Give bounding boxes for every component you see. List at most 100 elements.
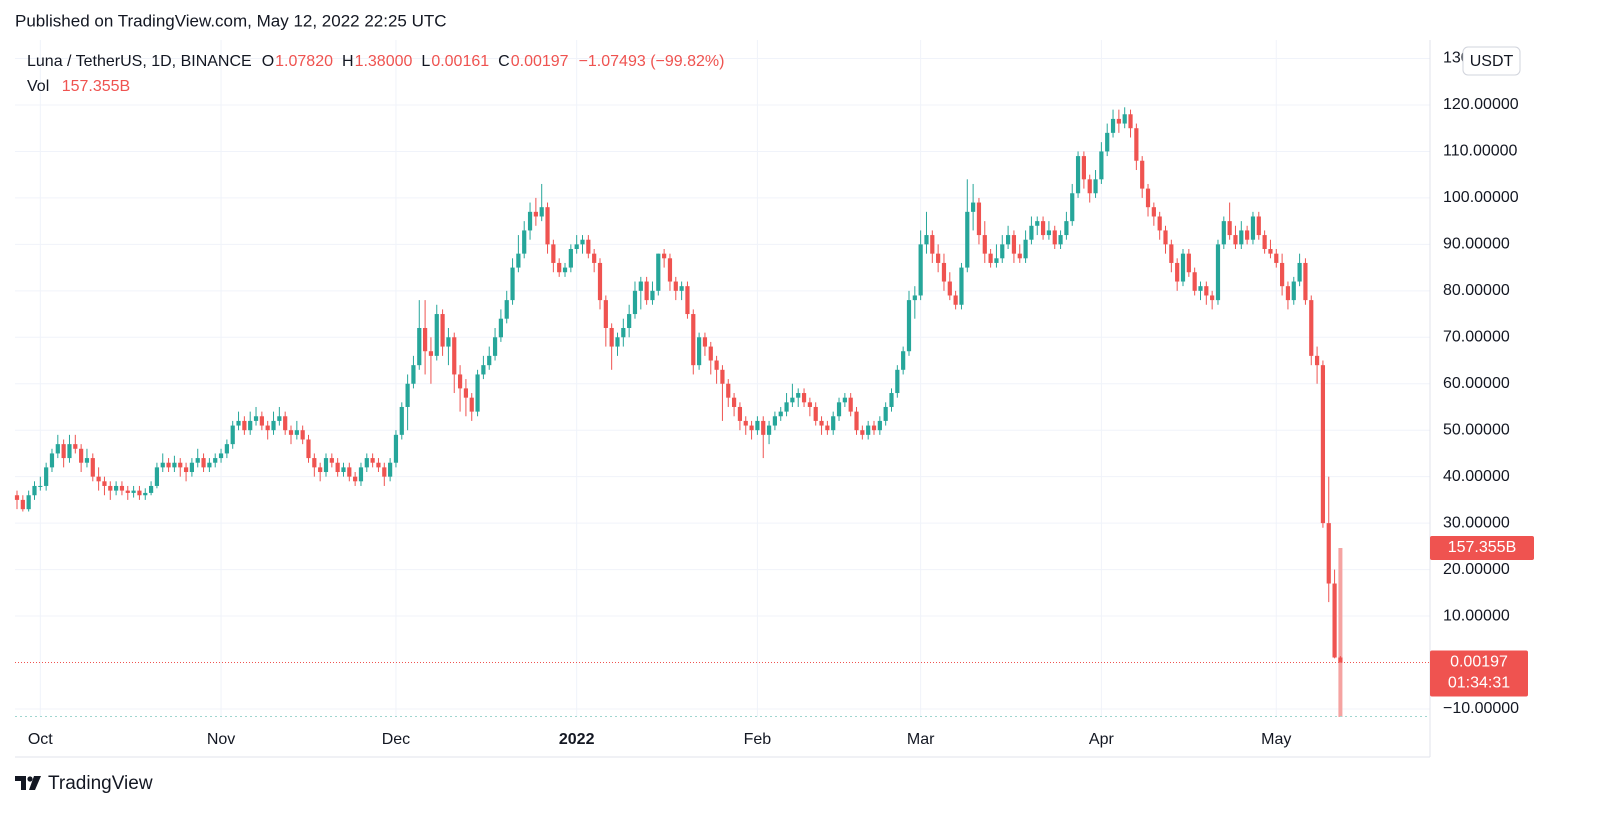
candle-body <box>399 406 404 435</box>
candle-body <box>1274 253 1279 263</box>
candle-body <box>650 290 655 301</box>
volume-badge <box>1430 536 1534 561</box>
volume-badge-value: 157.355B <box>1448 539 1517 556</box>
candle-body <box>691 314 696 366</box>
y-tick-label: 60.00000 <box>1443 375 1510 392</box>
candle-body <box>1105 132 1110 152</box>
candle-body <box>1262 235 1267 250</box>
candle-body <box>102 481 107 486</box>
candle-body <box>580 239 585 245</box>
candle-body <box>621 327 626 338</box>
candle-body <box>1070 193 1075 222</box>
candle-body <box>143 492 148 496</box>
candle-body <box>131 490 136 493</box>
candle-body <box>393 434 399 463</box>
candle-body <box>766 425 772 435</box>
candle-body <box>20 499 25 510</box>
candle-body <box>761 420 766 435</box>
candle-body <box>108 485 113 491</box>
candle-body <box>382 467 387 477</box>
candle-body <box>1029 225 1034 240</box>
candle-body <box>160 462 165 468</box>
candle-body <box>1285 286 1291 301</box>
candle-body <box>329 458 334 463</box>
candle-body <box>283 416 288 431</box>
candle-body <box>1110 118 1116 133</box>
candle-body <box>1186 253 1191 273</box>
candle-body <box>1128 114 1133 129</box>
candle-body <box>1291 281 1296 301</box>
candle-body <box>411 365 416 384</box>
candle-body <box>201 458 206 468</box>
candle-body <box>195 458 200 463</box>
candle-body <box>498 318 503 338</box>
candle-body <box>405 383 410 407</box>
candle-body <box>895 369 900 394</box>
candle-body <box>848 397 853 412</box>
candle-body <box>1303 262 1308 301</box>
candle-body <box>1075 156 1081 194</box>
price-badge <box>1430 650 1528 697</box>
candle-body <box>1233 235 1238 245</box>
candle-body <box>866 425 871 435</box>
y-tick-label: 80.00000 <box>1443 282 1510 299</box>
candle-body <box>1250 216 1256 240</box>
legend-value: 1.38000 <box>355 53 413 70</box>
candle-body <box>364 458 369 468</box>
y-tick-label: 70.00000 <box>1443 328 1510 345</box>
candle-body <box>1000 244 1005 259</box>
candle-body <box>772 416 777 426</box>
candle-body <box>971 202 976 212</box>
legend-volume: Vol 157.355B <box>27 78 130 95</box>
y-tick-label: 110.00000 <box>1443 143 1518 160</box>
candle-body <box>172 462 177 468</box>
candle-body <box>288 430 294 435</box>
legend-letter: L <box>421 53 430 70</box>
x-tick-label: May <box>1261 731 1291 748</box>
candle-body <box>1064 221 1069 236</box>
candle-body <box>959 267 964 305</box>
candle-body <box>667 258 673 282</box>
candle-body <box>265 425 270 431</box>
candle-body <box>1192 272 1197 291</box>
axes: −10.00000 10.00000 20.00000 30.00000 40.0000… <box>28 50 1534 748</box>
candle-body <box>183 467 189 473</box>
tradingview-logo: TradingView <box>15 773 153 794</box>
candle-body <box>353 476 358 482</box>
candle-body <box>813 406 818 421</box>
candle-body <box>988 253 993 263</box>
legend-change: −1.07493 (−99.82%) <box>579 53 725 70</box>
candle-body <box>1023 239 1028 259</box>
published-header: Published on TradingView.com, May 12, 20… <box>15 11 447 30</box>
x-tick-label: Apr <box>1089 731 1115 748</box>
candle-body <box>551 244 556 263</box>
candle-body <box>708 346 713 361</box>
volume-name: Vol <box>27 78 49 95</box>
candle-body <box>446 337 451 347</box>
candle-body <box>1140 160 1145 189</box>
legend-symbol: Luna / TetherUS, 1D, BINANCE <box>27 53 252 70</box>
candle-body <box>492 337 498 356</box>
candle-body <box>1215 244 1221 301</box>
candle-body <box>755 420 760 431</box>
candle-body <box>312 458 317 468</box>
candle-body <box>423 327 428 352</box>
candle-body <box>166 462 171 468</box>
candle-body <box>644 281 649 301</box>
candle-body <box>825 425 830 431</box>
candle-body <box>1175 262 1180 282</box>
candle-body <box>1338 657 1343 663</box>
candle-body <box>154 467 160 486</box>
candle-body <box>545 207 550 245</box>
candle-body <box>271 420 276 431</box>
candle-body <box>32 485 37 496</box>
candle-body <box>218 453 224 459</box>
candle-body <box>557 262 562 273</box>
candle-body <box>1221 221 1226 245</box>
candle-body <box>603 300 608 328</box>
volume-value: 157.355B <box>62 78 131 95</box>
candle-body <box>726 383 731 398</box>
candle-body <box>510 267 515 301</box>
candle-body <box>300 430 305 440</box>
